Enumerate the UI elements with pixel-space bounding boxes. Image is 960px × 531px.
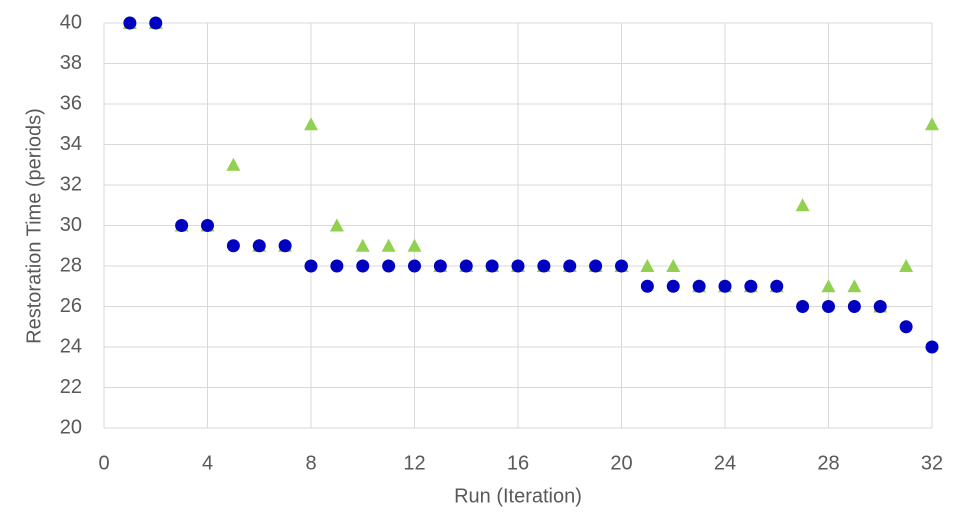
data-point	[485, 259, 499, 273]
data-point	[615, 259, 628, 273]
data-point	[330, 259, 344, 273]
data-point	[563, 259, 577, 273]
data-point	[433, 259, 447, 273]
x-tick-label: 0	[98, 452, 109, 474]
data-point	[355, 238, 370, 252]
x-tick-label: 4	[202, 452, 213, 474]
data-point	[226, 239, 240, 253]
data-point	[511, 259, 525, 273]
y-tick-label: 30	[60, 214, 82, 236]
data-point	[201, 219, 214, 232]
data-point	[304, 117, 318, 131]
y-tick-label: 34	[60, 133, 82, 155]
data-point	[537, 259, 551, 273]
data-point	[175, 219, 189, 232]
y-tick-label: 26	[60, 295, 82, 317]
data-point	[356, 259, 370, 273]
data-point	[692, 279, 706, 293]
data-point	[459, 259, 473, 273]
y-axis-label: Restoration Time (periods)	[23, 108, 45, 344]
data-point	[795, 198, 810, 212]
data-point	[123, 16, 137, 30]
data-point	[382, 259, 396, 273]
data-point	[899, 320, 913, 334]
data-point	[821, 279, 836, 293]
y-tick-label: 36	[60, 92, 82, 114]
data-point	[149, 16, 163, 30]
data-point	[796, 300, 810, 313]
y-tick-label: 24	[60, 335, 82, 357]
y-tick-label: 32	[60, 173, 82, 195]
x-tick-label: 28	[817, 452, 839, 474]
data-point	[252, 239, 266, 253]
data-point	[873, 300, 887, 313]
data-point	[770, 279, 784, 293]
y-tick-label: 28	[60, 254, 82, 276]
data-point	[925, 340, 939, 354]
x-tick-label: 12	[403, 452, 425, 474]
data-point	[408, 259, 421, 273]
y-tick-label: 38	[60, 52, 82, 74]
data-point	[744, 279, 758, 293]
data-point	[925, 117, 939, 131]
data-point	[278, 239, 292, 253]
data-point	[640, 259, 655, 272]
x-tick-label: 24	[714, 452, 736, 474]
data-point	[407, 238, 422, 252]
x-tick-label: 32	[921, 452, 943, 474]
y-tick-label: 20	[60, 416, 82, 438]
data-point	[226, 157, 241, 171]
y-tick-label: 40	[60, 11, 82, 33]
data-point	[847, 300, 861, 313]
data-point	[381, 238, 396, 252]
data-point	[640, 279, 654, 293]
data-point	[666, 279, 680, 293]
x-tick-label: 8	[305, 452, 316, 474]
data-point	[329, 218, 344, 232]
data-point	[822, 300, 835, 313]
data-point	[847, 279, 862, 293]
y-tick-label: 22	[60, 376, 82, 398]
data-point	[899, 259, 914, 272]
x-tick-label: 20	[610, 452, 632, 474]
x-axis-label: Run (Iteration)	[454, 485, 582, 507]
data-point	[589, 259, 603, 273]
data-point	[304, 259, 318, 273]
data-point	[718, 279, 732, 293]
x-tick-label: 16	[507, 452, 529, 474]
data-point	[666, 259, 681, 272]
